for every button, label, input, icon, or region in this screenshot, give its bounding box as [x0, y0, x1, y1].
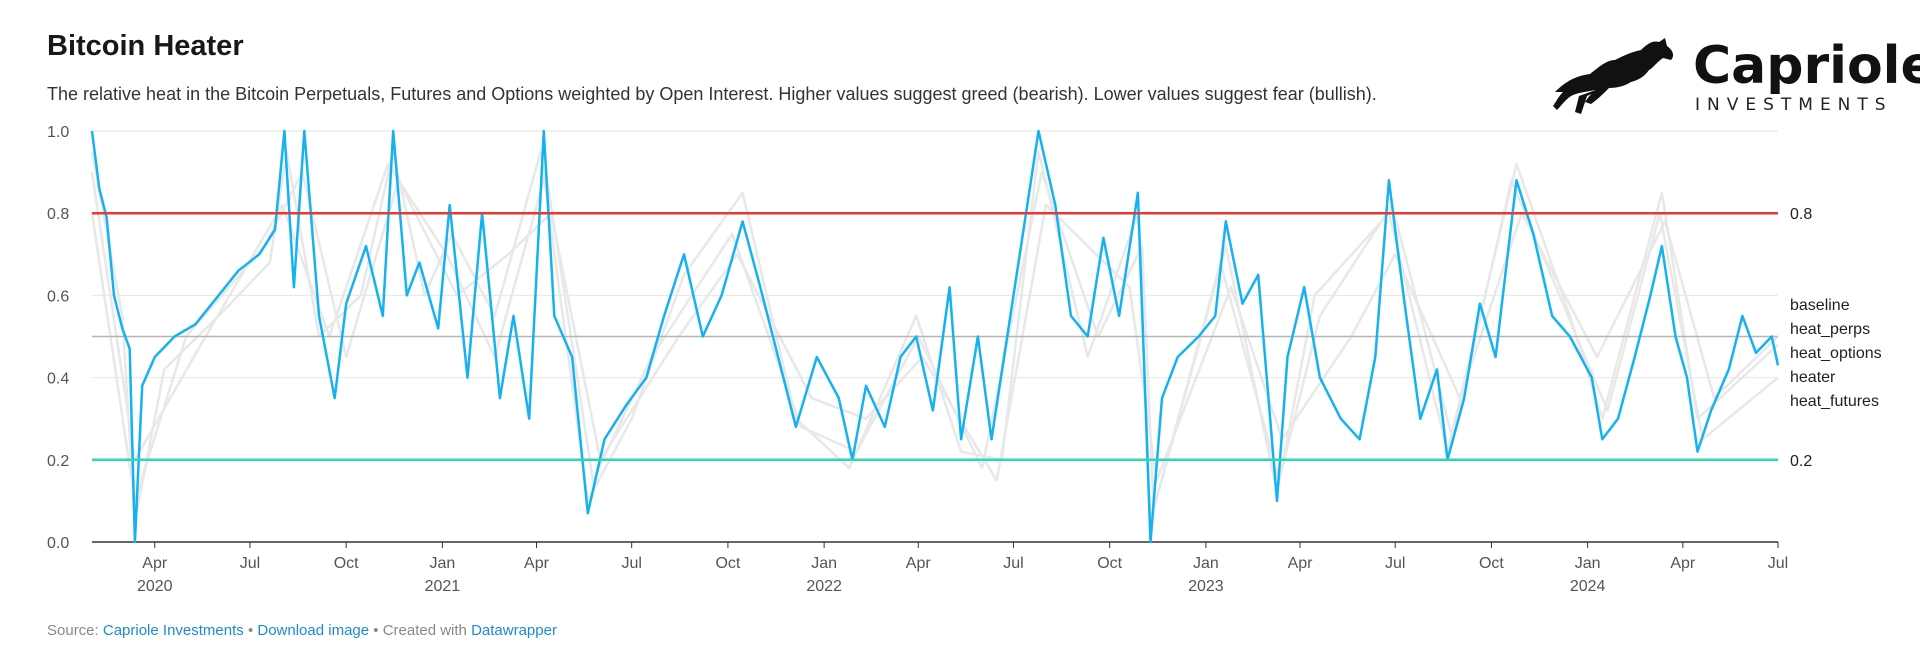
- created-with-text: • Created with: [369, 622, 472, 639]
- chart-subtitle: The relative heat in the Bitcoin Perpetu…: [47, 84, 1377, 104]
- source-link[interactable]: Capriole Investments: [102, 622, 244, 639]
- bitcoin-heater-chart: 0.0 0.2 0.4 0.6 0.8 1.0 Apr 2020 Jul Oct Jan 2021 Ap…: [47, 124, 1882, 595]
- horse-icon: [1553, 38, 1674, 114]
- y-tick-label: 1.0: [47, 124, 69, 141]
- x-tick-label: Jul: [240, 555, 260, 572]
- x-tick-label: Jan: [1575, 555, 1601, 572]
- x-year-label: 2022: [806, 578, 842, 595]
- logo-name: Capriole: [1693, 36, 1920, 96]
- y-tick-label: 0.2: [47, 453, 69, 470]
- download-image-link[interactable]: Download image: [257, 622, 370, 639]
- x-tick-label: Jul: [621, 555, 641, 572]
- x-tick-label: Apr: [142, 555, 168, 572]
- x-tick-label: Jan: [429, 555, 455, 572]
- x-tick-label: Oct: [1097, 555, 1122, 572]
- y-tick-label: 0.6: [47, 288, 69, 305]
- x-tick-label: Apr: [1288, 555, 1314, 572]
- legend-label-heat_futures: heat_futures: [1790, 393, 1879, 410]
- x-tick-label: Jul: [1768, 555, 1788, 572]
- y-tick-label: 0.0: [47, 535, 69, 552]
- footer-separator: •: [243, 622, 258, 639]
- chart-title: Bitcoin Heater: [47, 30, 244, 62]
- x-tick-label: Apr: [524, 555, 550, 572]
- x-tick-label: Apr: [906, 555, 932, 572]
- y-tick-label: 0.4: [47, 371, 69, 388]
- legend-label-heater: heater: [1790, 369, 1836, 386]
- legend-label-heat_options: heat_options: [1790, 345, 1882, 362]
- capriole-logo: Capriole INVESTMENTS: [1545, 30, 1920, 120]
- x-tick-label: Oct: [715, 555, 740, 572]
- legend-label-heat_perps: heat_perps: [1790, 321, 1870, 338]
- x-year-label: 2024: [1570, 578, 1606, 595]
- series-line-heater: [90, 129, 1780, 544]
- series-line-heat_futures: [90, 162, 1779, 511]
- x-tick-label: Jul: [1003, 555, 1023, 572]
- x-year-label: 2021: [425, 578, 461, 595]
- x-year-label: 2020: [137, 578, 173, 595]
- x-year-label: 2023: [1188, 578, 1224, 595]
- footer: Source: Capriole Investments • Download …: [47, 622, 557, 639]
- x-tick-label: Oct: [334, 555, 359, 572]
- x-tick-label: Apr: [1670, 555, 1696, 572]
- series-line-heat_perps: [90, 150, 1779, 523]
- x-tick-label: Jul: [1385, 555, 1405, 572]
- source-prefix: Source:: [47, 622, 103, 639]
- logo-subtitle: INVESTMENTS: [1695, 95, 1893, 115]
- datawrapper-link[interactable]: Datawrapper: [471, 622, 557, 639]
- x-tick-label: Jan: [811, 555, 837, 572]
- x-tick-label: Jan: [1193, 555, 1219, 572]
- y-tick-label: 0.8: [47, 206, 69, 223]
- reference-line-label: 0.8: [1790, 206, 1812, 223]
- legend-label-baseline: baseline: [1790, 297, 1850, 314]
- reference-line-label: 0.2: [1790, 453, 1812, 470]
- x-tick-label: Oct: [1479, 555, 1504, 572]
